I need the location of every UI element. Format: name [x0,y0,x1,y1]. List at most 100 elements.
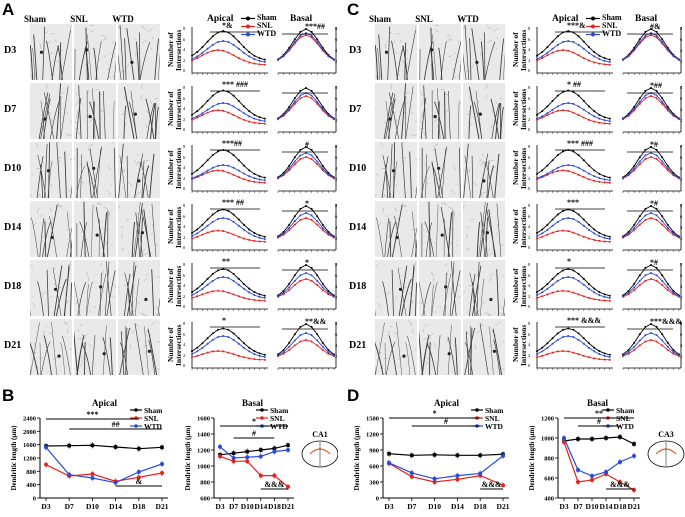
basal-point-snl [661,344,664,347]
apical-point-wtd [263,179,266,182]
basal-point-wtd [288,286,291,289]
apical-point-sham [546,283,549,286]
apical-point-sham [248,287,251,290]
data-point-snl [245,459,250,464]
basal-point-snl [627,352,630,355]
apical-point-snl [577,54,580,57]
basal-point-sham [316,215,319,218]
micrograph-d21-wtd [463,319,505,375]
legend-swatch-sham [241,15,255,22]
x-tick-label: D7 [573,502,582,511]
apical-point-wtd [608,179,611,182]
apical-point-snl [227,291,230,294]
apical-point-sham [211,154,214,157]
apical-point-sham [237,40,240,43]
significance-label: &&& [264,480,284,489]
column-header-sham: Sham [368,14,391,24]
apical-point-wtd [196,175,199,178]
sholl-tick-label: 4 [528,342,531,347]
basal-point-snl [655,218,658,221]
basal-point-sham [633,164,636,167]
sholl-tick-label: 8 [183,321,186,326]
apical-point-snl [227,111,230,114]
basal-point-wtd [661,339,664,342]
x-tick-label: D21 [497,502,510,511]
apical-point-wtd [582,108,585,111]
apical-point-wtd [237,47,240,50]
basal-point-snl [316,223,319,226]
apical-point-sham [608,294,611,297]
apical-point-sham [237,159,240,162]
x-tick-label: D3 [559,502,568,511]
x-tick-label: D7 [229,502,238,511]
apical-point-snl [206,51,209,54]
apical-point-snl [588,296,590,299]
basal-point-sham [650,146,652,148]
apical-point-wtd [536,177,538,180]
apical-point-wtd [541,291,544,294]
legend-label-sham: Sham [602,13,622,22]
x-tick-label: D10 [241,502,254,511]
apical-point-snl [232,233,235,236]
sholl-tick-label: 8 [528,85,531,90]
data-point-wtd [218,444,222,449]
sholl-ylabel: Number of Intersections [166,88,183,130]
apical-point-sham [232,35,235,38]
apical-point-snl [546,54,549,57]
basal-series-sham [622,264,680,296]
data-point-sham [632,442,636,446]
apical-point-snl [248,120,251,123]
chart-title: Basal [242,398,264,408]
apical-point-sham [608,353,611,356]
apical-point-snl [567,350,570,353]
apical-point-snl [567,49,570,52]
apical-point-snl [253,239,256,242]
sholl-tick-label: 6 [528,95,531,101]
sholl-chart-d14 [536,204,682,252]
basal-point-wtd [282,54,285,57]
basal-point-wtd [644,34,647,37]
apical-point-sham [577,213,580,216]
basal-point-snl [282,352,285,355]
apical-point-snl [253,299,256,302]
apical-point-sham [258,293,261,296]
basal-point-snl [644,340,647,343]
significance-label: &&& [482,480,502,489]
apical-point-snl [541,235,544,238]
apical-point-wtd [551,342,554,345]
basal-point-sham [638,333,641,336]
apical-point-snl [211,350,214,353]
basal-point-snl [327,352,330,355]
data-point-wtd [44,445,48,450]
sholl-tick-label: 0 [528,245,531,250]
basal-point-sham [650,323,652,325]
panel-letter-a: A [2,0,15,19]
basal-point-wtd [638,339,641,342]
sholl-chart-d18 [536,263,682,311]
basal-point-snl [633,169,636,172]
basal-point-snl [316,102,319,105]
sholl-tick-label: 0 [183,186,186,191]
apical-point-sham [536,172,538,175]
basal-point-sham [316,333,319,336]
apical-point-wtd [541,232,544,235]
basal-point-sham [299,207,302,210]
apical-point-snl [546,233,549,236]
basal-point-wtd [327,54,330,57]
apical-point-snl [556,169,559,172]
data-point-sham [160,445,164,450]
apical-point-wtd [567,217,570,219]
apical-point-snl [541,295,544,298]
legend-marker [260,408,264,412]
basal-point-wtd [666,286,669,289]
basal-point-wtd [650,272,652,274]
basal-point-snl [327,293,330,296]
panel-letter-c: C [347,0,360,19]
sholl-ylabel: Number of Intersections [166,29,183,71]
basal-point-snl [310,279,313,282]
significance-marker-basal: *## [650,81,662,90]
sholl-tick-label: 6 [183,213,186,219]
basal-point-snl [299,218,302,221]
series-line-wtd [388,455,504,480]
apical-point-snl [572,291,575,294]
